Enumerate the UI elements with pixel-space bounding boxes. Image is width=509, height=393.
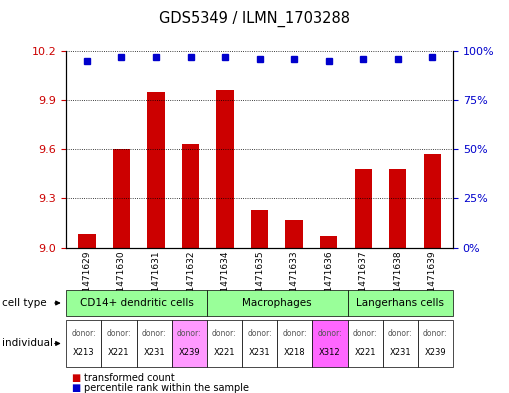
Text: donor:: donor: — [247, 329, 272, 338]
Text: donor:: donor: — [388, 329, 413, 338]
Text: percentile rank within the sample: percentile rank within the sample — [84, 383, 249, 393]
Text: donor:: donor: — [177, 329, 202, 338]
Text: donor:: donor: — [353, 329, 377, 338]
Text: GDS5349 / ILMN_1703288: GDS5349 / ILMN_1703288 — [159, 11, 350, 27]
Text: donor:: donor: — [423, 329, 448, 338]
Text: donor:: donor: — [212, 329, 237, 338]
Bar — [389, 169, 406, 248]
Text: X218: X218 — [284, 348, 305, 356]
Text: ■: ■ — [71, 373, 80, 383]
Text: X221: X221 — [108, 348, 130, 356]
Text: individual: individual — [2, 338, 52, 349]
Text: X231: X231 — [389, 348, 411, 356]
Text: X221: X221 — [214, 348, 235, 356]
Text: X312: X312 — [319, 348, 341, 356]
Text: CD14+ dendritic cells: CD14+ dendritic cells — [79, 298, 193, 308]
Text: X213: X213 — [73, 348, 95, 356]
Bar — [320, 236, 337, 248]
Text: ■: ■ — [71, 383, 80, 393]
Bar — [147, 92, 164, 248]
Bar — [251, 210, 268, 248]
Text: donor:: donor: — [318, 329, 342, 338]
Text: X239: X239 — [425, 348, 446, 356]
Text: donor:: donor: — [142, 329, 166, 338]
Bar — [113, 149, 130, 248]
Bar — [182, 144, 199, 248]
Text: Langerhans cells: Langerhans cells — [356, 298, 444, 308]
Text: transformed count: transformed count — [84, 373, 175, 383]
Text: donor:: donor: — [106, 329, 131, 338]
Bar — [216, 90, 234, 248]
Text: Macrophages: Macrophages — [242, 298, 312, 308]
Bar — [355, 169, 372, 248]
Bar — [286, 220, 303, 248]
Text: donor:: donor: — [282, 329, 307, 338]
Text: X231: X231 — [143, 348, 165, 356]
Text: X239: X239 — [179, 348, 200, 356]
Text: cell type: cell type — [2, 298, 46, 308]
Text: X221: X221 — [354, 348, 376, 356]
Text: X231: X231 — [249, 348, 270, 356]
Bar — [78, 235, 96, 248]
Bar — [423, 154, 441, 248]
Text: donor:: donor: — [71, 329, 96, 338]
